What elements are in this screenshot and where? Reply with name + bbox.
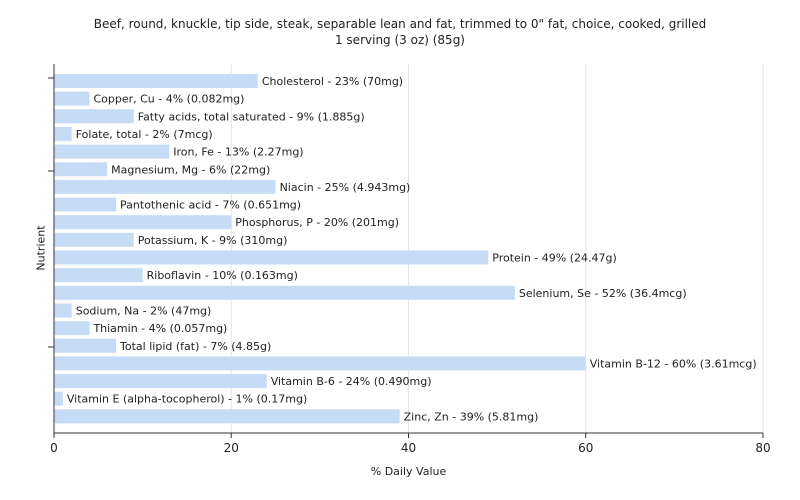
- bar-data-label: Total lipid (fat) - 7% (4.85g): [119, 340, 271, 353]
- bar: [54, 144, 170, 159]
- bar: [54, 126, 72, 141]
- bar: [54, 91, 90, 106]
- bar: [54, 321, 90, 336]
- bar-data-label: Niacin - 25% (4.943mg): [280, 181, 411, 194]
- bar-data-label: Vitamin B-12 - 60% (3.61mcg): [590, 357, 757, 370]
- bar: [54, 197, 117, 212]
- bar: [54, 179, 276, 194]
- x-tick-label: 40: [401, 441, 416, 455]
- bar: [54, 74, 258, 88]
- bar: [54, 409, 400, 424]
- bar-data-label: Pantothenic acid - 7% (0.651mg): [120, 199, 301, 212]
- bar-data-label: Zinc, Zn - 39% (5.81mg): [404, 410, 539, 423]
- bar-data-label: Fatty acids, total saturated - 9% (1.885…: [138, 110, 365, 123]
- bar-data-label: Iron, Fe - 13% (2.27mg): [173, 146, 303, 159]
- bar: [54, 162, 108, 177]
- bar-data-label: Folate, total - 2% (7mcg): [76, 128, 213, 141]
- x-tick-label: 20: [224, 441, 239, 455]
- bar: [54, 250, 489, 265]
- bar: [54, 391, 63, 406]
- bar: [54, 109, 134, 124]
- bar-data-label: Selenium, Se - 52% (36.4mcg): [519, 287, 687, 300]
- bar: [54, 356, 586, 371]
- bar-data-label: Copper, Cu - 4% (0.082mg): [93, 93, 244, 106]
- bar-data-label: Magnesium, Mg - 6% (22mg): [111, 163, 270, 176]
- x-tick-label: 0: [50, 441, 58, 455]
- x-tick-label: 60: [578, 441, 593, 455]
- bar: [54, 338, 117, 353]
- y-axis-label: Nutrient: [34, 225, 48, 271]
- bar-data-label: Vitamin E (alpha-tocopherol) - 1% (0.17m…: [67, 393, 307, 406]
- chart-subtitle: 1 serving (3 oz) (85g): [334, 33, 465, 47]
- bar-data-label: Potassium, K - 9% (310mg): [138, 234, 288, 247]
- x-tick-label: 80: [755, 441, 770, 455]
- bar: [54, 374, 267, 389]
- bar: [54, 285, 515, 300]
- bar: [54, 268, 143, 283]
- bar-data-label: Cholesterol - 23% (70mg): [262, 75, 403, 88]
- bar-data-label: Protein - 49% (24.47g): [492, 252, 617, 265]
- bar: [54, 232, 134, 247]
- bar: [54, 215, 232, 230]
- bar-data-label: Phosphorus, P - 20% (201mg): [235, 216, 399, 229]
- bar: [54, 303, 72, 318]
- bar-data-label: Thiamin - 4% (0.057mg): [92, 322, 227, 335]
- x-axis-label: % Daily Value: [370, 465, 447, 478]
- bar-data-label: Riboflavin - 10% (0.163mg): [147, 269, 298, 282]
- chart-title: Beef, round, knuckle, tip side, steak, s…: [93, 17, 707, 31]
- bar-data-label: Sodium, Na - 2% (47mg): [76, 304, 212, 317]
- bar-data-label: Vitamin B-6 - 24% (0.490mg): [271, 375, 432, 388]
